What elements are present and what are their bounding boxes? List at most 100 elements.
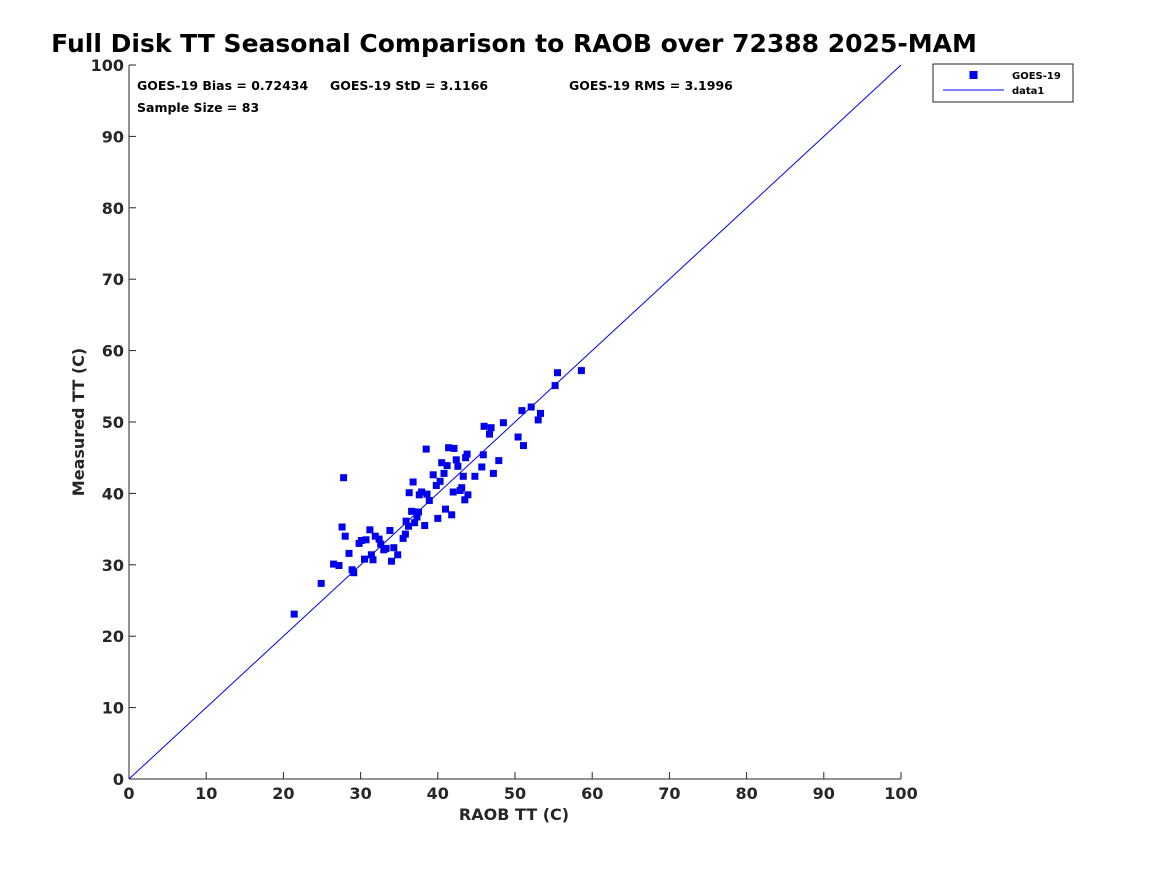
scatter-point-34	[413, 513, 421, 521]
y-tick-label-30: 30	[102, 556, 124, 575]
scatter-point-42	[429, 471, 437, 479]
scatter-point-21	[382, 544, 390, 552]
y-tick-label-100: 100	[91, 56, 124, 75]
x-tick-label-90: 90	[813, 784, 835, 803]
scatter-point-61	[463, 450, 471, 458]
scatter-point-15	[367, 551, 375, 559]
scatter-point-46	[438, 459, 446, 467]
scatter-point-40	[423, 490, 431, 498]
scatter-point-72	[514, 433, 522, 441]
scatter-point-58	[459, 472, 467, 480]
scatter-point-78	[551, 382, 559, 390]
scatter-point-9	[350, 569, 358, 577]
scatter-point-33	[411, 519, 419, 527]
scatter-point-5	[340, 474, 348, 482]
scatter-point-62	[464, 491, 472, 499]
scatter-point-49	[443, 462, 451, 470]
series-layer	[128, 64, 902, 780]
x-tick-label-40: 40	[427, 784, 449, 803]
scatter-point-60	[462, 454, 470, 462]
y-tick-label-40: 40	[102, 484, 124, 503]
scatter-point-73	[518, 407, 526, 415]
scatter-point-76	[534, 416, 542, 424]
scatter-point-30	[405, 489, 413, 497]
x-tick-label-30: 30	[349, 784, 371, 803]
scatter-point-45	[436, 477, 444, 485]
scatter-point-54	[452, 456, 460, 464]
scatter-point-74	[520, 442, 527, 450]
x-tick-label-70: 70	[658, 784, 680, 803]
stat-std: GOES-19 StD = 3.1166	[330, 78, 488, 93]
y-tick-label-60: 60	[102, 342, 124, 361]
scatter-point-6	[341, 532, 349, 540]
scatter-point-13	[362, 536, 370, 544]
scatter-point-28	[402, 517, 410, 525]
scatter-point-19	[377, 540, 385, 548]
scatter-point-1	[317, 579, 325, 587]
scatter-point-14	[366, 526, 374, 534]
scatter-point-7	[345, 549, 353, 557]
scatter-point-16	[369, 556, 377, 564]
scatter-point-35	[415, 508, 422, 516]
x-tick-label-100: 100	[884, 784, 917, 803]
y-tick-label-50: 50	[102, 413, 124, 432]
scatter-point-64	[478, 463, 486, 471]
scatter-point-44	[434, 514, 442, 522]
y-tick-label-70: 70	[102, 270, 124, 289]
scatter-point-77	[537, 409, 544, 417]
scatter-point-25	[394, 551, 402, 559]
scatter-point-70	[495, 457, 503, 465]
scatter-point-50	[445, 444, 453, 452]
scatter-point-80	[577, 367, 585, 375]
y-tick-label-10: 10	[102, 699, 124, 718]
scatter-point-65	[479, 451, 487, 459]
scatter-point-63	[471, 472, 479, 480]
scatter-point-37	[418, 488, 426, 496]
scatter-point-18	[375, 535, 383, 543]
x-tick-label-80: 80	[735, 784, 757, 803]
reference-line-data1	[128, 64, 902, 780]
scatter-point-12	[361, 555, 368, 563]
scatter-point-22	[386, 527, 394, 534]
scatter-point-32	[409, 478, 417, 486]
scatter-point-43	[432, 482, 440, 489]
scatter-point-75	[527, 403, 535, 411]
scatter-point-29	[405, 522, 412, 530]
scatter-point-31	[408, 507, 416, 515]
stat-bias: GOES-19 Bias = 0.72434	[137, 78, 308, 93]
x-tick-label-20: 20	[272, 784, 294, 803]
y-tick-label-20: 20	[102, 627, 124, 646]
scatter-point-2	[330, 560, 338, 568]
scatter-point-11	[357, 537, 365, 544]
x-tick-label-0: 0	[123, 784, 134, 803]
x-tick-label-60: 60	[581, 784, 603, 803]
scatter-point-53	[450, 444, 458, 452]
axes-layer: 0 10 20 30 40 50 60 70 80 90 100 0 10 20 30 40 50 60 70 80 9…	[91, 56, 918, 803]
legend: GOES-19 data1	[932, 63, 1074, 103]
chart-title: Full Disk TT Seasonal Comparison to RAOB…	[51, 29, 977, 58]
stat-rms: GOES-19 RMS = 3.1996	[569, 78, 733, 93]
y-axis-label: Measured TT (C)	[69, 348, 88, 496]
scatter-point-23	[388, 557, 395, 565]
scatter-point-67	[486, 430, 493, 438]
scatter-point-48	[442, 505, 449, 513]
scatter-point-66	[480, 422, 488, 430]
plot-area: 0 10 20 30 40 50 60 70 80 90 100 0 10 20 30 40 50 60 70 80 9…	[91, 56, 918, 803]
y-tick-label-0: 0	[113, 770, 124, 789]
scatter-point-41	[425, 497, 433, 504]
scatter-point-47	[440, 469, 448, 477]
scatter-point-69	[489, 469, 497, 477]
scatter-point-52	[449, 488, 457, 496]
x-tick-label-10: 10	[195, 784, 217, 803]
scatter-point-17	[371, 532, 379, 540]
scatter-point-68	[487, 424, 495, 432]
scatter-point-4	[338, 523, 346, 531]
scatter-point-0	[290, 610, 298, 618]
stats-annotations: GOES-19 Bias = 0.72434 GOES-19 StD = 3.1…	[137, 78, 733, 115]
scatter-point-55	[454, 462, 462, 470]
y-tick-label-80: 80	[102, 199, 124, 218]
scatter-point-27	[401, 530, 409, 538]
scatter-point-3	[335, 562, 343, 569]
y-tick-label-90: 90	[102, 127, 124, 146]
